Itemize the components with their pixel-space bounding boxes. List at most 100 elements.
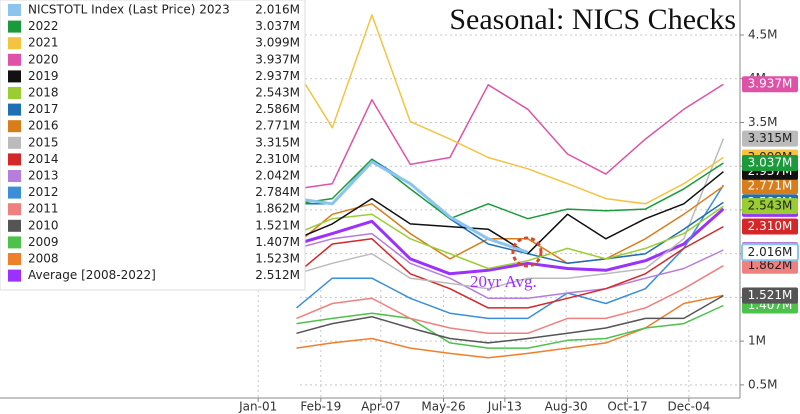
value-tag: 1.521M bbox=[742, 287, 798, 304]
series-line bbox=[296, 171, 724, 255]
legend-label: 2009 bbox=[28, 235, 59, 249]
value-tag-box bbox=[742, 257, 798, 274]
legend-label: 2013 bbox=[28, 169, 59, 183]
legend-label: 2014 bbox=[28, 152, 59, 166]
annotation: 20yr Avg. bbox=[470, 272, 537, 291]
legend-box bbox=[0, 0, 306, 291]
value-tag: 3.937M bbox=[742, 76, 798, 93]
legend-value: 2.784M bbox=[255, 185, 300, 199]
legend-swatch bbox=[8, 253, 21, 265]
y-tick-label: 1M bbox=[748, 334, 766, 348]
value-tag: 3.037M bbox=[742, 154, 798, 171]
value-tag: 2.543M bbox=[742, 198, 798, 215]
legend-swatch bbox=[8, 4, 21, 16]
legend-label: 2011 bbox=[28, 202, 59, 216]
series-line bbox=[296, 207, 725, 276]
series-line bbox=[296, 160, 529, 254]
value-tag-box bbox=[742, 76, 798, 93]
legend-swatch bbox=[8, 120, 21, 133]
value-tag-label: 3.937M bbox=[748, 77, 793, 91]
value-tag-box bbox=[741, 243, 799, 262]
series-line bbox=[296, 304, 724, 349]
legend-swatch bbox=[8, 37, 21, 50]
legend-value: 3.037M bbox=[255, 19, 300, 33]
legend-swatch bbox=[8, 269, 21, 282]
legend-value: 3.099M bbox=[255, 36, 300, 50]
legend-value: 2.016M bbox=[255, 3, 300, 17]
value-tag-label: 1.862M bbox=[748, 258, 793, 272]
series-line bbox=[296, 265, 724, 335]
legend-label: Average [2008-2022] bbox=[28, 268, 156, 282]
legend-label: 2019 bbox=[28, 69, 59, 83]
legend-swatch bbox=[8, 203, 21, 216]
legend-label: 2018 bbox=[28, 86, 59, 100]
chart-title: Seasonal: NICS Checks bbox=[449, 3, 736, 36]
legend-swatch bbox=[8, 136, 21, 149]
x-tick-label: Jan-01 bbox=[238, 400, 277, 414]
legend-swatch bbox=[8, 20, 21, 33]
last-value-tags: 2.512M1.523M1.407M1.521M1.862M2.784M2.04… bbox=[741, 76, 799, 314]
legend-label: 2017 bbox=[28, 102, 59, 116]
value-tag-box bbox=[742, 218, 798, 235]
legend-swatch bbox=[8, 53, 21, 66]
series-line bbox=[296, 232, 724, 300]
series-line bbox=[296, 138, 725, 290]
value-tag-label: 3.315M bbox=[748, 131, 793, 145]
x-tick-label: Aug-30 bbox=[545, 400, 588, 414]
value-tag: 1.862M bbox=[742, 257, 798, 274]
x-tick-label: Apr-07 bbox=[361, 400, 401, 414]
legend-value: 2.042M bbox=[255, 169, 300, 183]
value-tag-box bbox=[742, 130, 798, 147]
legend-value: 2.586M bbox=[255, 102, 300, 116]
series-line bbox=[296, 205, 724, 270]
legend-value: 2.310M bbox=[255, 152, 300, 166]
legend-value: 3.937M bbox=[255, 52, 300, 66]
legend-value: 2.512M bbox=[255, 268, 300, 282]
legend-value: 1.862M bbox=[255, 202, 300, 216]
value-tag-box bbox=[742, 154, 798, 171]
value-tag-box bbox=[742, 287, 798, 304]
legend-label: NICSTOTL Index (Last Price) 2023 bbox=[28, 3, 230, 17]
series-line bbox=[296, 294, 724, 359]
x-tick-label: Dec-04 bbox=[667, 400, 710, 414]
value-tag-label: 3.037M bbox=[748, 155, 793, 169]
x-tick-label: Oct-17 bbox=[607, 400, 647, 414]
value-tag: 2.771M bbox=[742, 178, 798, 195]
legend-value: 1.521M bbox=[255, 218, 300, 232]
series-line bbox=[296, 185, 724, 265]
legend: NICSTOTL Index (Last Price) 2023 2.016M 20… bbox=[8, 3, 300, 282]
legend-swatch bbox=[8, 170, 21, 182]
series-line bbox=[295, 14, 724, 205]
y-tick-label: 0.5M bbox=[748, 377, 777, 391]
legend-label: 2016 bbox=[28, 119, 59, 133]
value-tag: 3.315M bbox=[742, 130, 798, 147]
x-tick-label: Feb-19 bbox=[300, 400, 341, 414]
legend-value: 2.543M bbox=[255, 86, 300, 100]
value-tag-label: 2.016M bbox=[748, 245, 793, 259]
legend-label: 2015 bbox=[28, 135, 59, 149]
legend-label: 2020 bbox=[28, 52, 59, 66]
y-tick-label: 4.5M bbox=[748, 27, 777, 41]
series-line bbox=[296, 184, 725, 320]
legend-swatch bbox=[8, 103, 21, 116]
value-tag-box bbox=[742, 198, 798, 215]
legend-label: 2010 bbox=[28, 218, 59, 232]
series-line bbox=[296, 158, 724, 220]
value-tag: 2.310M bbox=[742, 218, 798, 235]
series-line bbox=[296, 83, 724, 190]
series-line bbox=[296, 294, 724, 344]
highlight-circle bbox=[511, 236, 543, 268]
legend-label: 2012 bbox=[28, 185, 59, 199]
value-tag-label: 2.543M bbox=[748, 199, 793, 213]
legend-swatch bbox=[8, 186, 21, 199]
series-line bbox=[296, 225, 724, 309]
legend-label: 2022 bbox=[28, 19, 59, 33]
legend-swatch bbox=[8, 153, 21, 166]
legend-swatch bbox=[8, 87, 21, 99]
legend-value: 1.407M bbox=[255, 235, 300, 249]
legend-label: 2008 bbox=[28, 252, 59, 266]
legend-label: 2021 bbox=[28, 36, 59, 50]
legend-swatch bbox=[8, 70, 21, 83]
y-tick-label: 3.5M bbox=[748, 115, 777, 129]
